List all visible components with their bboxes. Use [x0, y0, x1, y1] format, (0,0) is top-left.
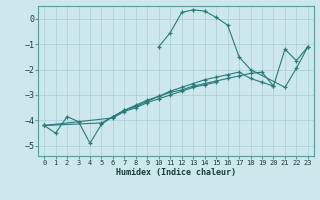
X-axis label: Humidex (Indice chaleur): Humidex (Indice chaleur)	[116, 168, 236, 177]
